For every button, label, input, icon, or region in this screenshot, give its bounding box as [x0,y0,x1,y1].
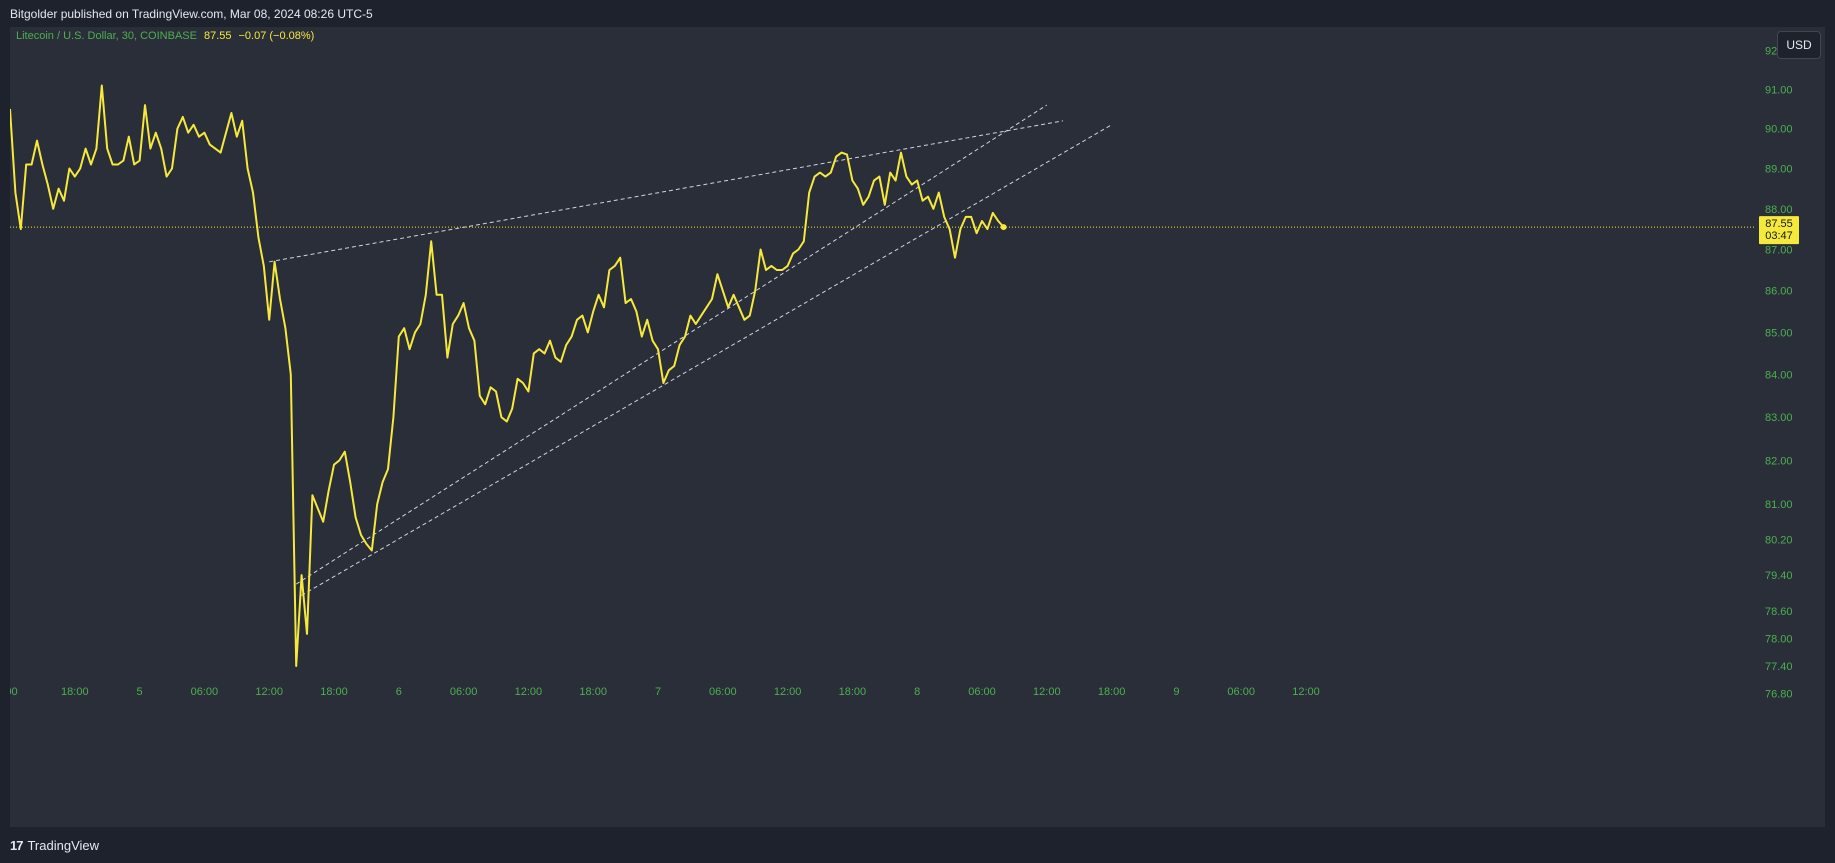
tradingview-logo[interactable]: 17 TradingView [10,838,99,853]
x-tick-label: 12:00 [1033,686,1061,698]
y-tick-label: 76.80 [1765,689,1793,701]
x-tick-label: 12:00 [515,686,543,698]
brand-name: TradingView [27,838,100,853]
price-tag-countdown: 03:47 [1765,230,1793,242]
y-tick-label: 82.00 [1765,455,1793,467]
x-tick-label: 18:00 [320,686,348,698]
x-tick-label: 06:00 [1227,686,1255,698]
y-tick-label: 84.00 [1765,370,1793,382]
price-tag [1759,216,1799,245]
y-tick-label: 87.00 [1765,245,1793,257]
x-tick-label: 12:00 [1292,686,1320,698]
price-series-line[interactable] [10,84,1005,667]
legend-symbol[interactable]: Litecoin / U.S. Dollar, 30, COINBASE [16,30,197,42]
x-tick-label: 12:00 [255,686,283,698]
x-tick-label: 6 [396,686,402,698]
legend-change: −0.07 (−0.08%) [239,30,315,42]
y-tick-label: 83.00 [1765,412,1793,424]
last-price-dot [1000,224,1007,231]
tradingview-logo-icon: 17 [10,838,24,853]
y-tick-label: 81.00 [1765,499,1793,511]
legend-last-price: 87.55 [204,30,232,42]
y-tick-label: 79.40 [1765,570,1793,582]
y-tick-label: 90.00 [1765,124,1793,136]
y-tick-label: 80.20 [1765,534,1793,546]
x-tick-label: 18:00 [839,686,867,698]
x-tick-label: 5 [137,686,143,698]
trendline[interactable] [301,124,1112,596]
y-tick-label: 85.00 [1765,327,1793,339]
trendline[interactable] [295,104,1048,585]
published-info: Bitgolder published on TradingView.com, … [10,7,373,21]
footer: 17 TradingView [0,830,1835,863]
x-tick-label: 18:00 [61,686,89,698]
y-tick-label: 89.00 [1765,164,1793,176]
x-tick-label: 18:00 [1098,686,1126,698]
x-tick-label: 06:00 [191,686,219,698]
legend: Litecoin / U.S. Dollar, 30, COINBASE 87.5… [16,30,314,42]
x-tick-label: 06:00 [450,686,478,698]
price-chart[interactable]: Litecoin / U.S. Dollar, 30, COINBASE 87.5… [10,27,1825,827]
y-tick-label: 78.60 [1765,606,1793,618]
chart-pane[interactable]: Litecoin / U.S. Dollar, 30, COINBASE 87.5… [10,27,1825,827]
x-tick-label: 18:00 [579,686,607,698]
x-tick-label: 06:00 [968,686,996,698]
trendline[interactable] [269,120,1064,263]
x-tick-label: 7 [655,686,661,698]
y-tick-label: 77.40 [1765,661,1793,673]
currency-button[interactable]: USD [1777,31,1821,59]
x-tick-label: 06:00 [709,686,737,698]
publication-header: Bitgolder published on TradingView.com, … [0,0,1835,27]
price-tag-value: 87.55 [1765,218,1793,230]
y-tick-label: 78.00 [1765,634,1793,646]
y-tick-label: 91.00 [1765,84,1793,96]
x-tick-label: 8 [914,686,920,698]
y-tick-label: 86.00 [1765,286,1793,298]
x-tick-label: 12:00 [774,686,802,698]
y-tick-label: 88.00 [1765,204,1793,216]
x-tick-label: 9 [1173,686,1179,698]
x-tick-label: :00 [10,686,18,698]
